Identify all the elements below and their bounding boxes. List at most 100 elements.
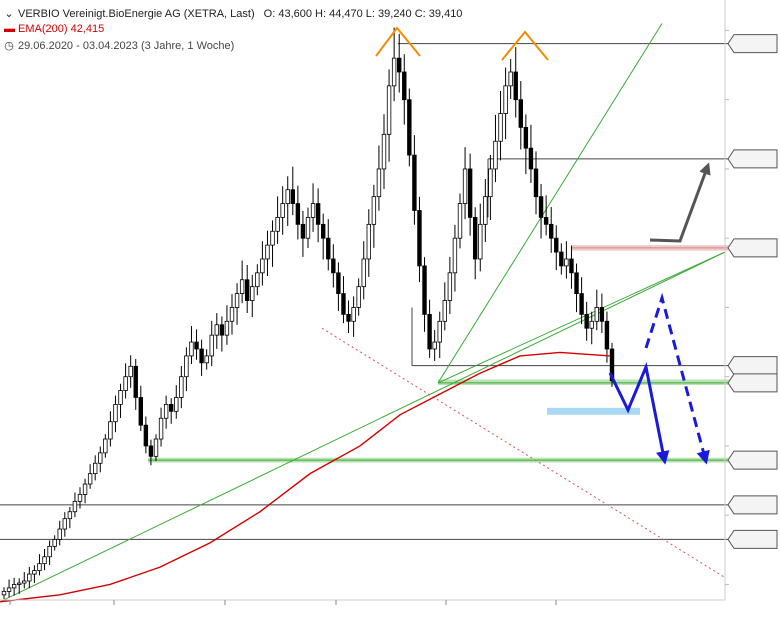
candle-body xyxy=(366,223,371,260)
price-level-label-box xyxy=(727,356,778,376)
candle-body xyxy=(326,237,331,260)
candle-body xyxy=(239,279,245,295)
candle-body xyxy=(427,313,432,350)
candle-body xyxy=(285,189,290,204)
candle-body xyxy=(168,403,174,412)
candle-body xyxy=(93,462,98,475)
candle-body xyxy=(184,355,189,378)
candle-body xyxy=(559,251,564,267)
candle-body xyxy=(189,341,194,357)
candle-body xyxy=(138,397,143,426)
candle-body xyxy=(437,320,442,343)
period-label: 29.06.2020 - 03.04.2023 (3 Jahre, 1 Woch… xyxy=(18,40,235,52)
candle-body xyxy=(234,293,240,308)
candle-body xyxy=(447,272,453,301)
candle-body xyxy=(543,217,549,225)
candle-body xyxy=(371,196,377,225)
candle-body xyxy=(483,196,488,225)
candle-body xyxy=(396,57,402,73)
candle-body xyxy=(604,320,610,350)
candle-body xyxy=(113,403,118,423)
candle-body xyxy=(569,258,574,274)
upside-arrow xyxy=(649,162,711,243)
candle-body xyxy=(174,397,179,412)
candle-body xyxy=(37,563,42,571)
price-level-label-box xyxy=(727,238,778,258)
candle-body xyxy=(153,438,159,457)
candle-body xyxy=(493,140,498,170)
candle-body xyxy=(361,258,366,288)
candle-body xyxy=(574,272,579,295)
candle-body xyxy=(320,223,326,239)
candle-body xyxy=(179,376,184,398)
target-zone xyxy=(547,407,640,415)
head-marker-right xyxy=(501,30,549,61)
candle-body xyxy=(204,355,209,364)
chevron-down-icon[interactable]: ⌄ xyxy=(4,8,14,20)
candle-body xyxy=(295,203,301,225)
candle-body xyxy=(128,365,133,378)
candle-body xyxy=(108,421,113,440)
downside-projection-dashed xyxy=(644,292,710,465)
green-trendline xyxy=(437,23,663,384)
candle-body xyxy=(412,154,417,211)
candle-body xyxy=(336,272,341,295)
candle-body xyxy=(255,272,260,288)
candle-body xyxy=(376,168,382,198)
candle-body xyxy=(244,279,250,301)
candle-body xyxy=(265,244,270,260)
candle-body xyxy=(386,85,392,135)
candle-body xyxy=(219,324,225,336)
candle-body xyxy=(158,417,164,440)
downside-projection-solid xyxy=(608,361,670,465)
candle-body xyxy=(32,570,37,575)
candle-body xyxy=(331,258,336,274)
candle-body xyxy=(87,473,93,485)
candle-body xyxy=(22,580,27,584)
candle-body xyxy=(513,71,518,101)
candle-body xyxy=(589,320,594,329)
candle-body xyxy=(280,203,285,218)
candle-body xyxy=(579,293,584,315)
dotted-downtrend-line xyxy=(321,327,726,578)
candle-body xyxy=(47,545,52,558)
candle-body xyxy=(498,113,503,142)
candle-body xyxy=(538,196,544,218)
candle-body xyxy=(503,85,508,114)
price-level-label-box xyxy=(727,149,778,169)
candle-body xyxy=(518,99,523,128)
candle-body xyxy=(229,307,235,322)
candle-body xyxy=(214,324,219,336)
candle-body xyxy=(305,217,311,239)
candle-body xyxy=(407,99,412,156)
candle-body xyxy=(564,258,569,267)
candle-body xyxy=(346,313,351,322)
candle-body xyxy=(402,71,407,101)
green-trendline xyxy=(0,251,726,603)
candle-body xyxy=(118,390,123,405)
candle-body xyxy=(462,168,468,204)
candle-body xyxy=(148,445,154,457)
candle-body xyxy=(351,307,356,322)
candle-body xyxy=(599,307,605,322)
candle-body xyxy=(133,365,138,398)
candle-body xyxy=(123,376,128,391)
candle-body xyxy=(82,483,88,495)
candle-body xyxy=(478,223,483,260)
candle-body xyxy=(467,168,473,218)
candle-body xyxy=(310,203,316,218)
candle-body xyxy=(270,230,275,246)
candle-body xyxy=(143,424,149,447)
candle-body xyxy=(72,500,78,513)
ema-label: EMA(200) 42,415 xyxy=(18,23,105,35)
candle-body xyxy=(209,334,214,357)
candle-body xyxy=(194,341,199,350)
candle-body xyxy=(300,223,306,239)
candle-body xyxy=(391,57,397,87)
head-marker-left xyxy=(375,26,421,57)
candle-body xyxy=(417,210,422,267)
candle-body xyxy=(42,556,47,565)
candle-body xyxy=(488,168,493,198)
candle-body xyxy=(290,189,295,204)
